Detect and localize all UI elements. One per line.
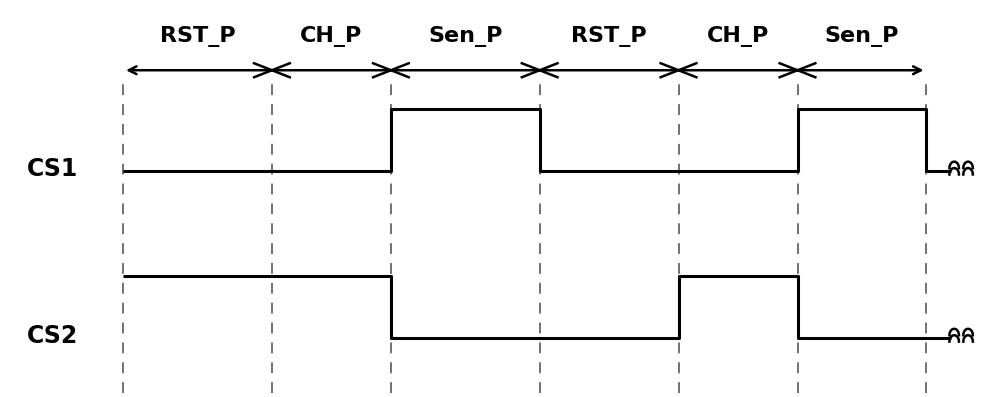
Text: Sen_P: Sen_P xyxy=(428,26,502,47)
Text: Sen_P: Sen_P xyxy=(825,26,899,47)
Text: RST_P: RST_P xyxy=(571,26,647,47)
Text: CS1: CS1 xyxy=(27,157,79,181)
Text: CS2: CS2 xyxy=(27,324,79,349)
Text: CH_P: CH_P xyxy=(300,26,363,47)
Text: CH_P: CH_P xyxy=(707,26,769,47)
Text: RST_P: RST_P xyxy=(160,26,235,47)
